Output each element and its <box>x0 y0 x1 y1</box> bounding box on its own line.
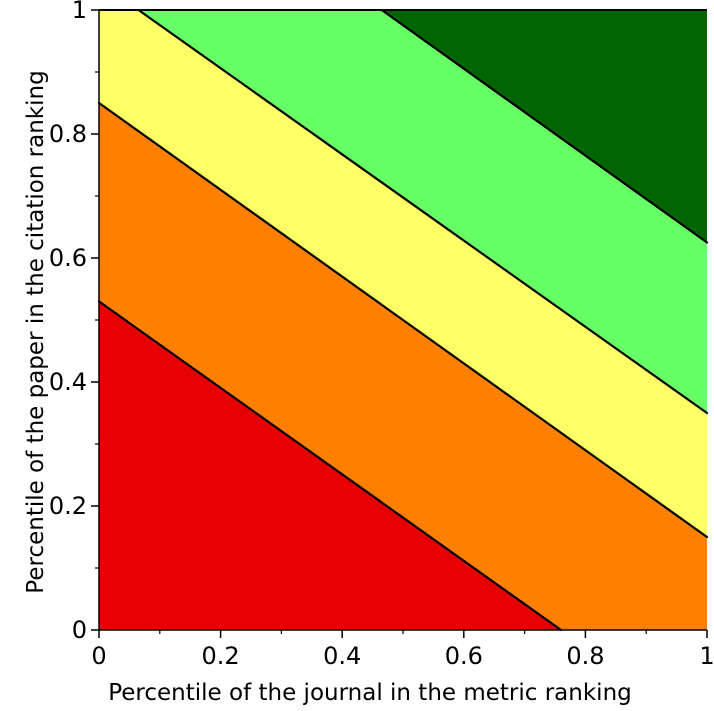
axes-layer <box>91 9 708 638</box>
region-2 <box>99 10 707 537</box>
y-tick-label-1: 0.2 <box>49 492 87 520</box>
tick-labels-layer: 0 0.2 0.4 0.6 0.8 1 0 0.2 0.4 0.6 0.8 1 <box>49 0 714 670</box>
boundary-line-1 <box>97 101 709 539</box>
y-tick-label-5: 1 <box>72 0 87 24</box>
boundary-line-2 <box>137 8 709 415</box>
boundaries-layer <box>97 8 709 632</box>
x-tick-label-4: 0.8 <box>566 642 604 670</box>
x-tick-label-0: 0 <box>91 642 106 670</box>
x-tick-label-5: 1 <box>699 642 714 670</box>
x-tick-label-2: 0.4 <box>323 642 361 670</box>
region-1 <box>99 103 707 630</box>
y-axis-label: Percentile of the paper in the citation … <box>23 70 49 593</box>
y-tick-label-3: 0.6 <box>49 244 87 272</box>
y-tick-label-4: 0.8 <box>49 120 87 148</box>
x-tick-label-3: 0.6 <box>445 642 483 670</box>
boundary-line-3 <box>380 8 709 244</box>
boundary-line-0 <box>97 300 563 632</box>
x-tick-label-1: 0.2 <box>202 642 240 670</box>
y-tick-label-2: 0.4 <box>49 368 87 396</box>
x-axis-label: Percentile of the journal in the metric … <box>108 680 632 706</box>
y-tick-label-0: 0 <box>72 616 87 644</box>
